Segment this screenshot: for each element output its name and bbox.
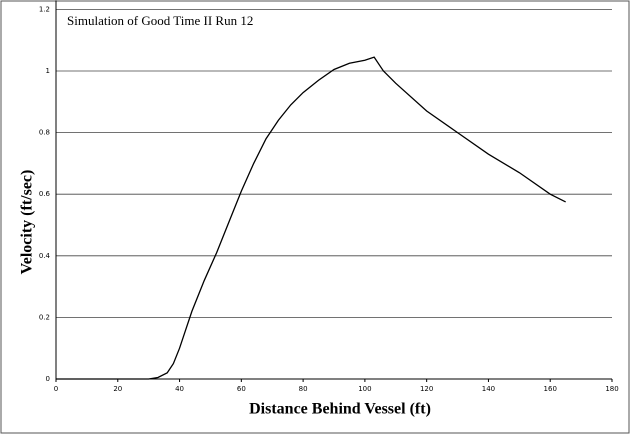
x-axis-label: Distance Behind Vessel (ft)	[249, 401, 431, 418]
y-tick-label: 1	[46, 67, 50, 75]
y-tick-label: 0.8	[39, 129, 50, 137]
x-tick-label: 180	[605, 385, 618, 393]
x-tick-label: 60	[237, 385, 246, 393]
x-tick-label: 20	[113, 385, 122, 393]
data-line	[56, 56, 566, 380]
y-axis-label: Velocity (ft/sec)	[19, 170, 36, 275]
y-tick-label: 0.4	[39, 252, 51, 260]
x-tick-label: 100	[358, 385, 371, 393]
x-tick-label: 160	[544, 385, 557, 393]
y-tick-label: 1.2	[39, 5, 50, 13]
chart-title: Simulation of Good Time II Run 12	[67, 13, 253, 28]
x-tick-label: 40	[175, 385, 184, 393]
x-tick-label: 80	[299, 385, 308, 393]
y-tick-label: 0	[46, 375, 50, 383]
x-tick-label: 120	[420, 385, 433, 393]
y-tick-label: 0.6	[39, 190, 51, 198]
y-tick-label: 0.2	[39, 313, 50, 321]
x-tick-label: 140	[482, 385, 495, 393]
x-tick-label: 0	[54, 385, 58, 393]
